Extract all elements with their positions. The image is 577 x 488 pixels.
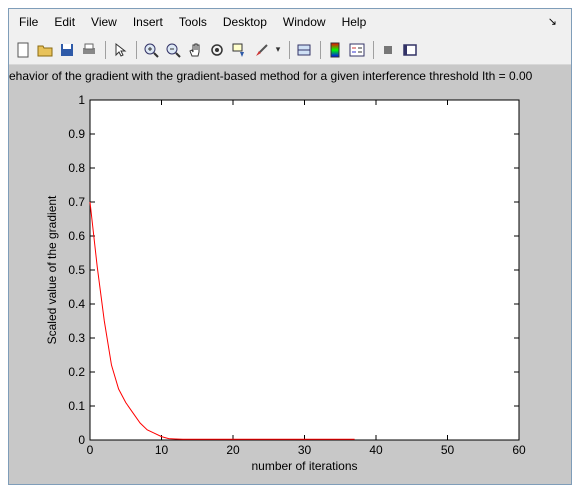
- link-icon[interactable]: ▾: [275, 44, 281, 54]
- print-icon[interactable]: [79, 40, 99, 60]
- zoom-in-icon[interactable]: [141, 40, 161, 60]
- y-tick-label: 0.1: [68, 399, 85, 413]
- brush-icon[interactable]: [251, 40, 271, 60]
- x-tick-label: 40: [369, 443, 383, 457]
- y-tick-label: 0.9: [68, 127, 85, 141]
- y-tick-label: 0.8: [68, 161, 85, 175]
- menu-window[interactable]: Window: [282, 15, 326, 29]
- menu-view[interactable]: View: [91, 15, 117, 29]
- y-tick-label: 0: [78, 433, 85, 447]
- chart-title: ehavior of the gradient with the gradien…: [9, 69, 533, 83]
- pointer-icon[interactable]: [110, 40, 130, 60]
- zoom-out-icon[interactable]: [163, 40, 183, 60]
- toolbar-separator: [136, 40, 137, 59]
- menu-help[interactable]: Help: [341, 15, 367, 29]
- legend-icon[interactable]: [347, 40, 367, 60]
- toolbar-separator: [320, 40, 321, 59]
- x-tick-label: 0: [87, 443, 94, 457]
- x-axis-label: number of iterations: [251, 459, 357, 473]
- toolbar-separator: [289, 40, 290, 59]
- figure-toolbar: ▾: [9, 35, 571, 65]
- axes-background: [89, 99, 520, 441]
- data-cursor-icon[interactable]: [229, 40, 249, 60]
- show-plot-tools-icon[interactable]: [400, 40, 420, 60]
- hide-plot-tools-icon[interactable]: [378, 40, 398, 60]
- open-file-icon[interactable]: [35, 40, 55, 60]
- y-tick-label: 1: [78, 93, 85, 107]
- pan-icon[interactable]: [185, 40, 205, 60]
- toolbar-separator: [105, 40, 106, 59]
- menu-tools[interactable]: Tools: [178, 15, 207, 29]
- y-tick-label: 0.7: [68, 195, 85, 209]
- y-tick-label: 0.2: [68, 365, 85, 379]
- menu-file[interactable]: File: [19, 15, 39, 29]
- menu-insert[interactable]: Insert: [132, 15, 163, 29]
- menu-bar: File Edit View Insert Tools Desktop Wind…: [9, 9, 571, 35]
- rotate-icon[interactable]: [207, 40, 227, 60]
- link-plot-icon[interactable]: [294, 40, 314, 60]
- y-tick-label: 0.6: [68, 229, 85, 243]
- x-tick-label: 10: [155, 443, 169, 457]
- x-tick-label: 20: [226, 443, 240, 457]
- menu-desktop[interactable]: Desktop: [222, 15, 267, 29]
- dock-arrow-icon[interactable]: ↘: [547, 16, 557, 28]
- y-axis-label: Scaled value of the gradient: [45, 195, 59, 344]
- new-figure-icon[interactable]: [13, 40, 33, 60]
- gradient-series-line: [89, 201, 355, 440]
- y-tick-label: 0.5: [68, 263, 85, 277]
- menu-edit[interactable]: Edit: [54, 15, 76, 29]
- x-tick-label: 60: [512, 443, 526, 457]
- background-strip: [0, 0, 8, 488]
- colorbar-icon[interactable]: [325, 40, 345, 60]
- x-tick-label: 30: [298, 443, 312, 457]
- y-tick-label: 0.4: [68, 297, 85, 311]
- axis-ticks: 0 10 20 30 40 50 60 0 0.1 0.2 0.3 0.4 0.5 0.6 0.7 0.8 0.…: [68, 93, 526, 457]
- y-tick-label: 0.3: [68, 331, 85, 345]
- x-tick-label: 50: [441, 443, 455, 457]
- toolbar-separator: [373, 40, 374, 59]
- save-icon[interactable]: [57, 40, 77, 60]
